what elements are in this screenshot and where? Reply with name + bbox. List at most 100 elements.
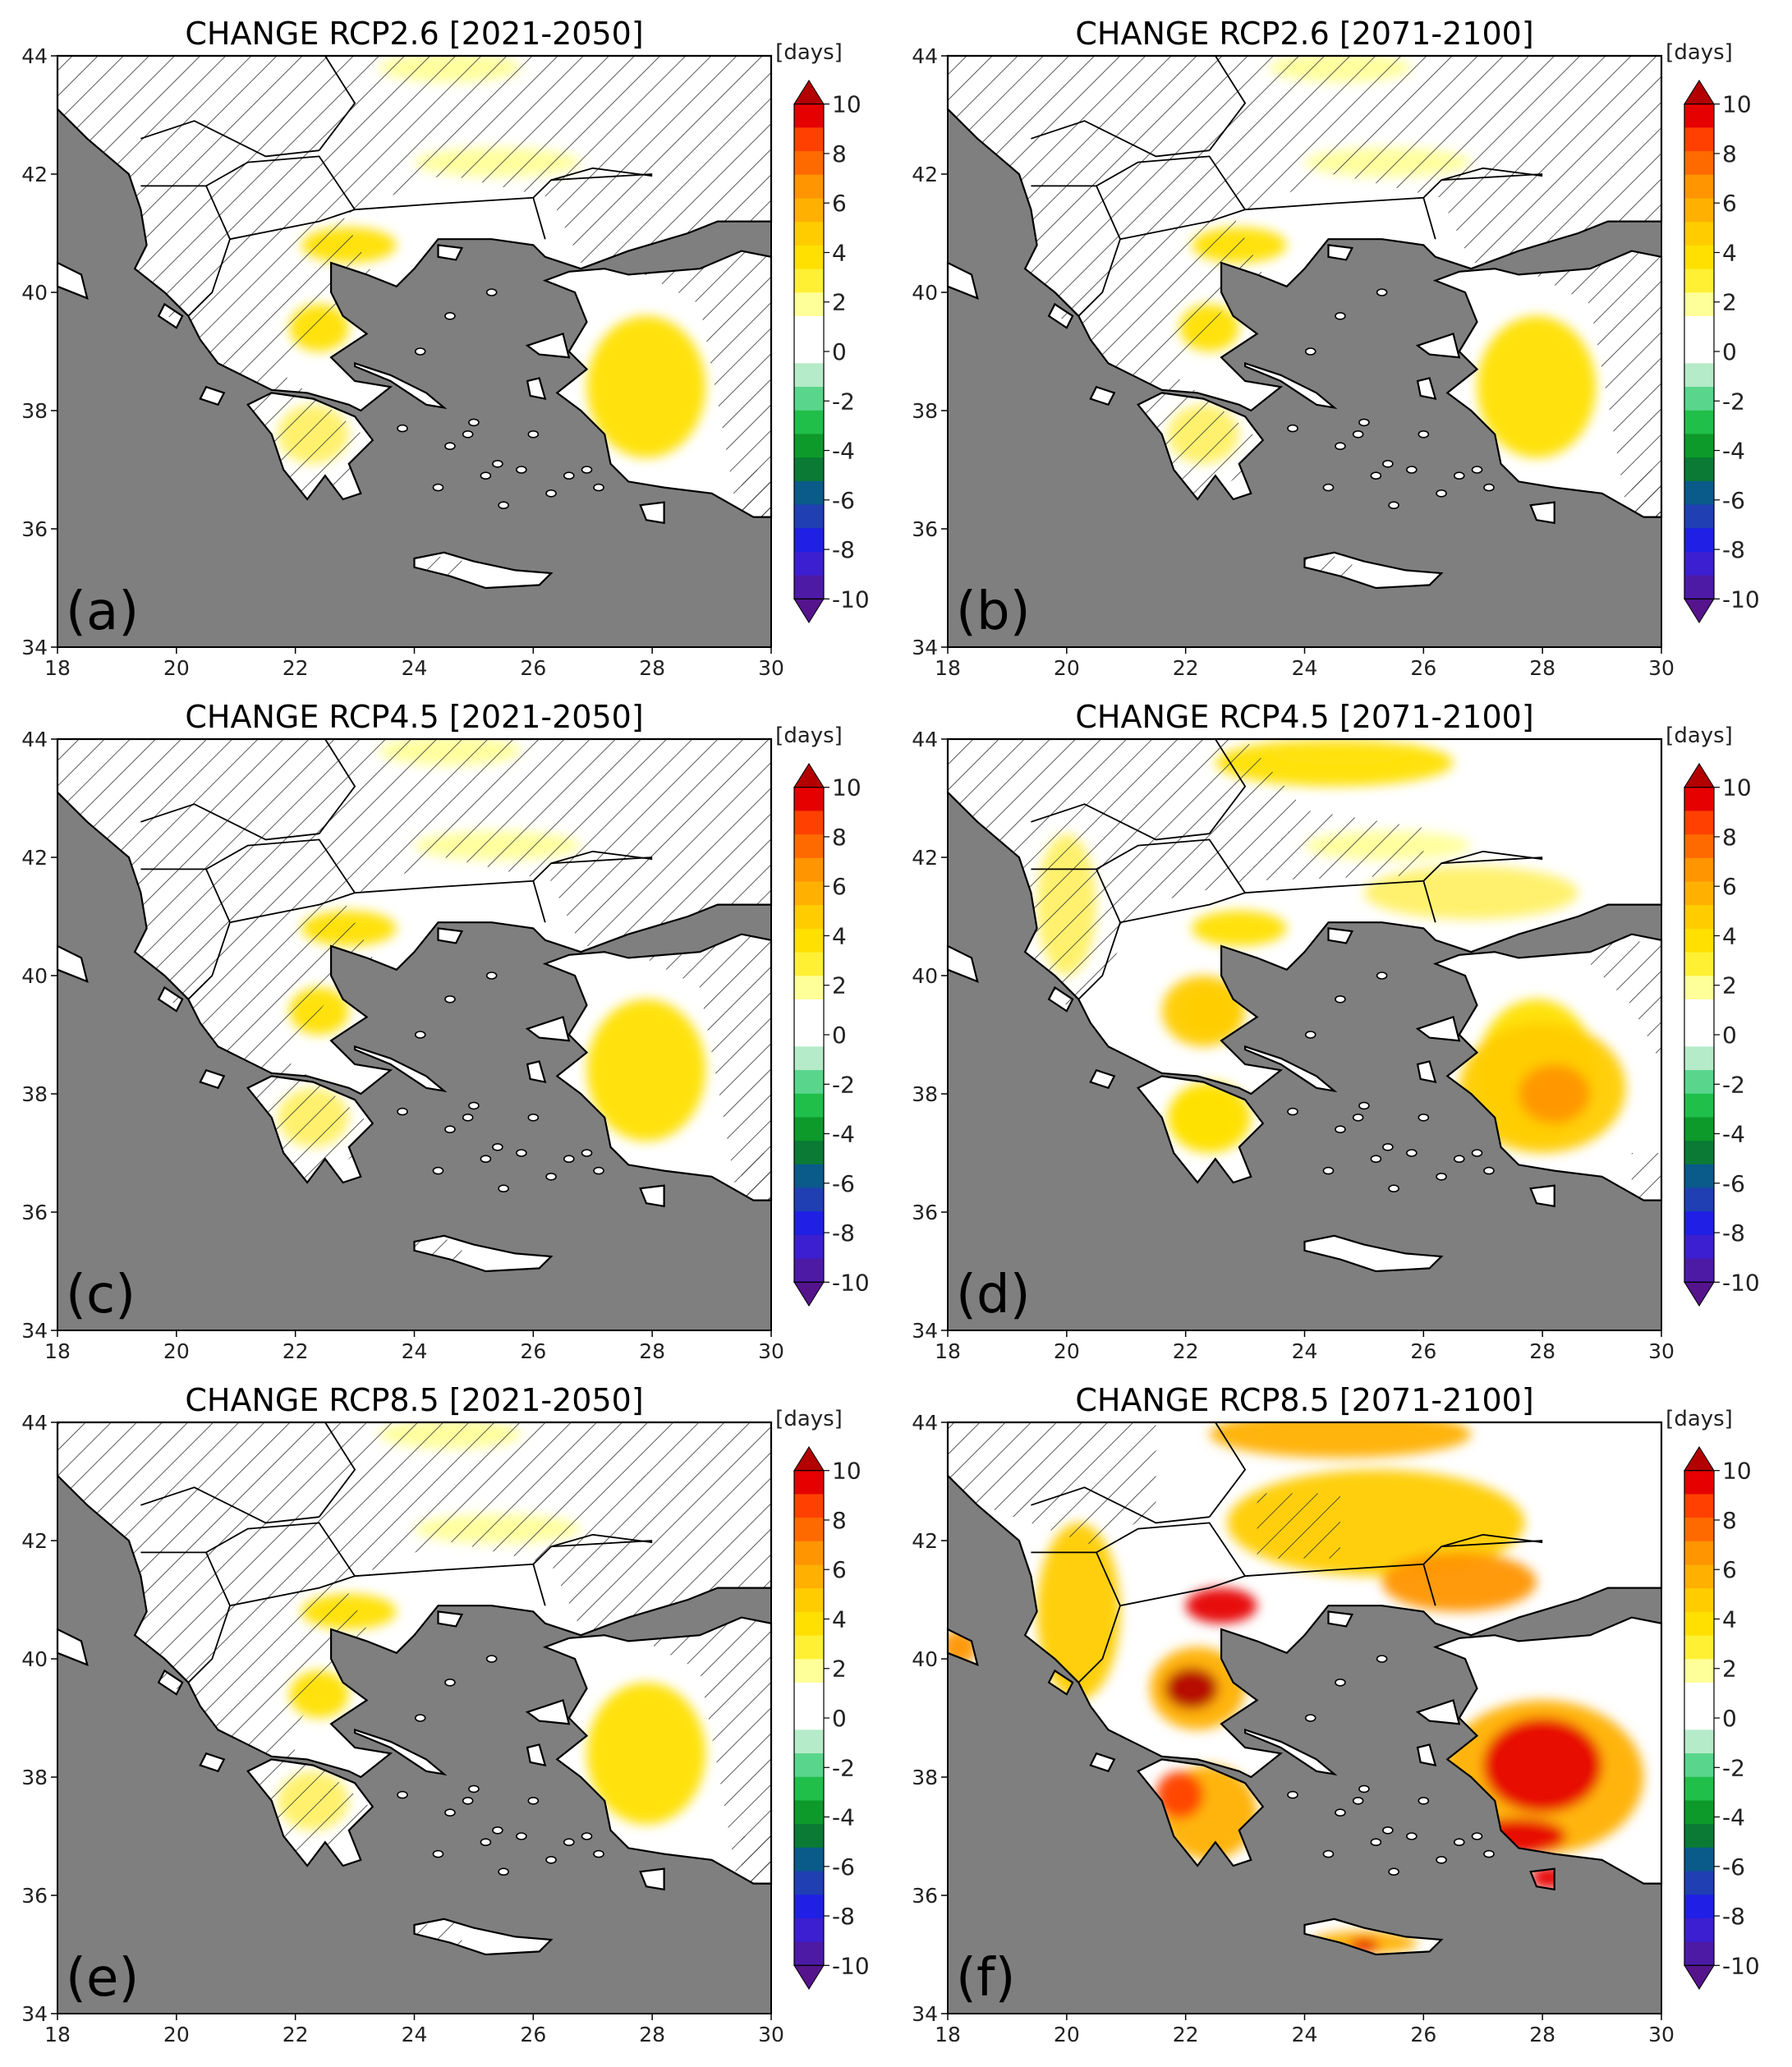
change-blob bbox=[1185, 1587, 1257, 1624]
island bbox=[1287, 424, 1298, 433]
colorbar-tick-label: 0 bbox=[832, 1022, 847, 1049]
y-tick-label: 44 bbox=[21, 728, 48, 751]
coastline bbox=[246, 392, 374, 501]
island bbox=[1453, 1155, 1465, 1163]
colorbar-segment bbox=[794, 1564, 824, 1589]
colorbar-tick-label: -4 bbox=[1722, 438, 1745, 465]
hatch-region bbox=[1257, 1493, 1340, 1559]
colorbar-segment bbox=[1684, 1635, 1714, 1660]
island bbox=[1436, 489, 1447, 498]
colorbar-segment bbox=[1684, 834, 1714, 859]
island bbox=[498, 1867, 509, 1876]
y-tick-label: 42 bbox=[912, 846, 938, 870]
change-blob bbox=[1519, 1064, 1591, 1123]
change-field bbox=[1036, 739, 1626, 1154]
colorbar-segment bbox=[1684, 999, 1714, 1024]
colorbar-tick-label: 2 bbox=[832, 1656, 847, 1683]
colorbar-tick-label: 4 bbox=[1722, 922, 1737, 949]
country-border bbox=[1422, 880, 1436, 923]
coastline bbox=[1089, 1068, 1116, 1090]
island bbox=[1382, 1143, 1394, 1151]
colorbar-segment bbox=[1684, 976, 1714, 1000]
colorbar-tick-label: 8 bbox=[1722, 1507, 1737, 1534]
colorbar-segment bbox=[1684, 551, 1714, 576]
colorbar-tick-label: 4 bbox=[1722, 239, 1737, 266]
coastline bbox=[1303, 551, 1444, 590]
colorbar-tick-label: -10 bbox=[832, 1269, 870, 1296]
colorbar-extend-bottom bbox=[793, 1281, 825, 1307]
colorbar-tick-label: -8 bbox=[1722, 536, 1745, 563]
colorbar-tick-label: 6 bbox=[832, 873, 847, 900]
island bbox=[1370, 471, 1382, 480]
coastline bbox=[354, 1728, 448, 1776]
colorbar-segment bbox=[794, 103, 824, 128]
x-tick-label: 22 bbox=[283, 2023, 309, 2046]
coastline bbox=[525, 332, 571, 359]
colorbar-segment bbox=[794, 1635, 824, 1660]
panel-title: CHANGE RCP2.6 [2071-2100] bbox=[1075, 16, 1533, 52]
change-blob bbox=[1165, 1667, 1219, 1710]
colorbar-tick-label: 4 bbox=[832, 922, 847, 949]
country-border bbox=[318, 738, 356, 834]
island bbox=[1483, 483, 1495, 492]
colorbar-segment bbox=[794, 174, 824, 199]
change-blob bbox=[586, 315, 706, 458]
colorbar-segment bbox=[1684, 103, 1714, 128]
colorbar-tick-label: 2 bbox=[1722, 289, 1737, 316]
coastline bbox=[525, 1698, 571, 1725]
colorbar-segment bbox=[794, 857, 824, 882]
coastline bbox=[542, 933, 773, 1201]
island bbox=[414, 347, 426, 356]
colorbar-segment bbox=[794, 1706, 824, 1730]
island bbox=[1406, 1149, 1418, 1157]
colorbar-segment bbox=[1684, 1046, 1714, 1071]
colorbar-segment bbox=[794, 952, 824, 976]
colorbar-segment bbox=[1684, 245, 1714, 270]
x-tick-label: 26 bbox=[1410, 2023, 1436, 2046]
colorbar-segment bbox=[1684, 928, 1714, 953]
colorbar-tick-label: -6 bbox=[832, 1170, 855, 1197]
colorbar-tick-label: -10 bbox=[832, 1952, 870, 1979]
colorbar-tick-label: -4 bbox=[832, 1121, 855, 1148]
colorbar-segment bbox=[1684, 1824, 1714, 1849]
colorbar-tick-label: 8 bbox=[1722, 824, 1737, 851]
island bbox=[444, 995, 456, 1004]
colorbar: [days] 10 8 6 4 2 0 -2 -4 -6 -8 -10 bbox=[1666, 1407, 1760, 1990]
island bbox=[444, 1808, 456, 1817]
colorbar-tick-label: 2 bbox=[1722, 972, 1737, 999]
land-polygon bbox=[1418, 1700, 1459, 1725]
x-tick-label: 22 bbox=[1173, 1339, 1199, 1363]
colorbar-segment bbox=[1684, 504, 1714, 529]
colorbar: [days] 10 8 6 4 2 0 -2 -4 -6 -8 -10 bbox=[775, 40, 870, 623]
coastline bbox=[542, 1616, 773, 1885]
colorbar-extend-bottom bbox=[793, 1964, 825, 1990]
island bbox=[1388, 1184, 1399, 1192]
land-polygon bbox=[438, 928, 462, 944]
change-blob bbox=[1167, 1082, 1252, 1154]
colorbar-tick-label: -4 bbox=[832, 1804, 855, 1831]
colorbar: [days] 10 8 6 4 2 0 -2 -4 -6 -8 -10 bbox=[775, 723, 870, 1307]
country-border bbox=[1422, 197, 1436, 240]
colorbar-segment bbox=[1684, 1070, 1714, 1095]
coastline bbox=[1529, 1184, 1555, 1208]
coastline bbox=[1529, 1867, 1555, 1891]
colorbar-tick-label: 0 bbox=[1722, 338, 1737, 365]
island bbox=[414, 1031, 426, 1039]
island bbox=[1388, 1867, 1399, 1876]
island bbox=[527, 1114, 540, 1122]
island bbox=[1322, 1849, 1335, 1858]
land-polygon bbox=[1328, 928, 1353, 944]
country-border bbox=[1031, 120, 1210, 158]
land-polygon bbox=[355, 1046, 444, 1091]
colorbar-segment bbox=[1684, 174, 1714, 199]
island bbox=[485, 1655, 498, 1663]
island bbox=[545, 1173, 557, 1181]
colorbar-segment bbox=[1684, 881, 1714, 906]
hatching-layer bbox=[948, 1422, 1340, 1559]
y-tick-label: 34 bbox=[21, 2002, 48, 2026]
country-border bbox=[1031, 803, 1210, 841]
country-border bbox=[1208, 738, 1247, 834]
x-tick-label: 24 bbox=[1292, 1339, 1318, 1363]
island bbox=[397, 1790, 408, 1799]
colorbar-segment bbox=[794, 1918, 824, 1943]
